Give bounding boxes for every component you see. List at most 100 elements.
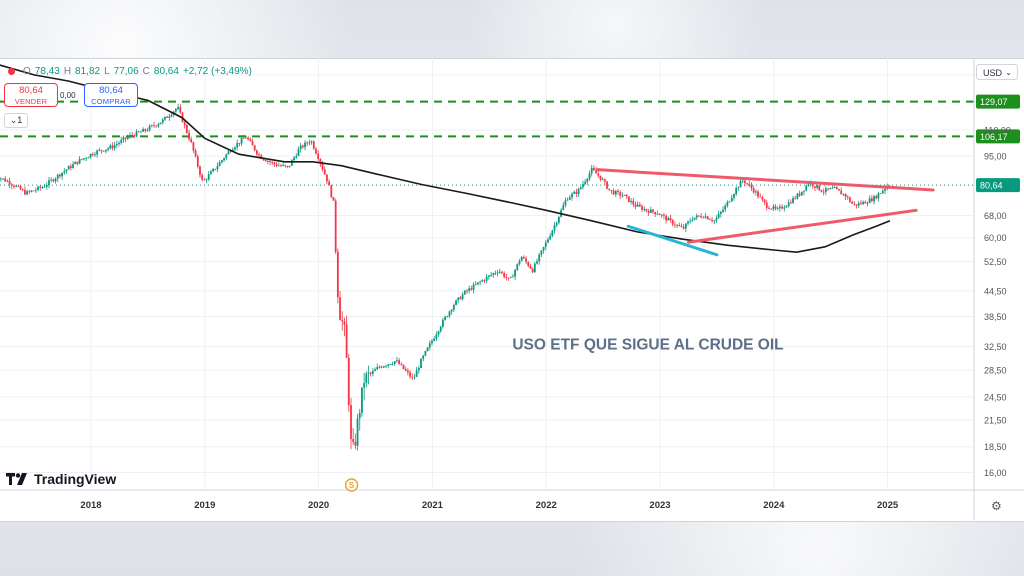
currency-selector[interactable]: USD ⌄ xyxy=(976,64,1018,80)
candle-body xyxy=(722,209,724,212)
candle-body xyxy=(514,269,517,277)
candle-body xyxy=(378,366,381,368)
candle-body xyxy=(477,282,479,285)
candle-body xyxy=(43,186,46,188)
candle-body xyxy=(96,150,99,155)
candle-body xyxy=(763,199,766,203)
candle-body xyxy=(336,251,339,298)
candle-body xyxy=(361,387,363,413)
candle-body xyxy=(295,155,298,158)
candle-body xyxy=(238,142,241,144)
candle-body xyxy=(614,190,617,195)
candle-body xyxy=(249,139,252,141)
candle-body xyxy=(695,215,698,218)
horizontal-levels[interactable]: 129,07 106,17 80,64 xyxy=(0,94,1020,193)
candle-body xyxy=(253,145,256,151)
candle-body xyxy=(39,186,42,188)
candle-body xyxy=(628,196,630,202)
candle-body xyxy=(428,343,431,348)
candle-body xyxy=(343,321,346,325)
candle-body xyxy=(398,360,401,365)
candle-body xyxy=(761,196,764,200)
candle-body xyxy=(13,185,15,187)
x-tick-label: 2018 xyxy=(80,500,101,511)
candle-body xyxy=(498,271,501,273)
candle-body xyxy=(630,200,633,202)
candle-body xyxy=(0,178,2,180)
interval-selector[interactable]: ⌄1 xyxy=(4,113,28,128)
open-label: O xyxy=(23,66,31,77)
candle-body xyxy=(739,181,742,188)
candle-body xyxy=(19,186,22,190)
candle-body xyxy=(417,367,420,371)
candle-body xyxy=(282,165,285,166)
candle-body xyxy=(711,219,713,221)
tradingview-logo[interactable]: TradingView xyxy=(6,471,116,487)
level-price-tag xyxy=(976,94,1020,109)
candle-body xyxy=(185,125,188,133)
candle-body xyxy=(157,124,160,127)
candle-body xyxy=(485,276,488,281)
candle-body xyxy=(196,156,199,167)
candle-body xyxy=(450,309,453,312)
candle-body xyxy=(319,158,322,164)
candle-body xyxy=(258,154,260,156)
split-marker-icon xyxy=(344,478,359,492)
candle-body xyxy=(494,272,497,274)
candle-body xyxy=(389,364,392,366)
candle-body xyxy=(371,371,374,374)
candle-body xyxy=(533,263,536,273)
candle-body xyxy=(505,277,508,278)
candle-body xyxy=(242,137,245,139)
ohlc-legend: O 78,43 H 81,82 L 77,06 C 80,64 +2,72 (+3,49… xyxy=(8,66,252,77)
trendlines[interactable] xyxy=(595,168,935,257)
candle-body xyxy=(255,150,258,155)
candle-body xyxy=(689,220,692,222)
candle-body xyxy=(562,205,565,211)
candle-body xyxy=(150,125,153,127)
candle-body xyxy=(649,209,652,213)
candle-body xyxy=(315,148,317,154)
candle-body xyxy=(553,225,556,231)
candle-body xyxy=(168,116,171,118)
candle-body xyxy=(367,372,370,374)
candle-body xyxy=(492,273,495,275)
price-chart[interactable]: 129,07 106,17 80,64 USO ETF QUE SIGUE AL C… xyxy=(0,58,1024,520)
candle-body xyxy=(104,149,107,152)
candle-body xyxy=(218,162,221,167)
x-tick-label: 2021 xyxy=(422,500,444,511)
candle-body xyxy=(229,151,232,153)
candle-body xyxy=(728,201,731,203)
candle-body xyxy=(617,190,619,192)
candle-body xyxy=(879,193,882,194)
candle-body xyxy=(794,198,797,199)
candle-body xyxy=(183,122,186,126)
candle-body xyxy=(518,261,521,264)
candle-body xyxy=(210,171,212,175)
y-tick-label: 38,50 xyxy=(984,312,1007,322)
candle-body xyxy=(144,129,147,131)
candles xyxy=(0,103,891,451)
candle-body xyxy=(356,418,359,446)
candle-body xyxy=(212,168,215,172)
candle-body xyxy=(547,239,549,243)
sell-button[interactable]: 80,64 VENDER xyxy=(4,83,58,107)
triangle-upper xyxy=(595,168,935,192)
candle-body xyxy=(868,198,871,203)
candle-body xyxy=(582,183,584,188)
candle-body xyxy=(798,193,801,196)
candle-body xyxy=(713,220,716,222)
close-label: C xyxy=(142,66,150,77)
x-tick-label: 2025 xyxy=(877,500,899,511)
candle-body xyxy=(78,159,81,164)
candle-body xyxy=(382,366,385,368)
gear-icon[interactable]: ⚙ xyxy=(991,499,1002,513)
buy-button[interactable]: 80,64 COMPRAR xyxy=(84,83,138,107)
candle-body xyxy=(676,224,678,226)
candle-body xyxy=(632,200,635,205)
candle-body xyxy=(610,189,613,191)
candle-body xyxy=(603,179,606,182)
candle-body xyxy=(542,246,545,251)
candle-body xyxy=(857,203,860,206)
high-value: 81,82 xyxy=(75,66,101,77)
